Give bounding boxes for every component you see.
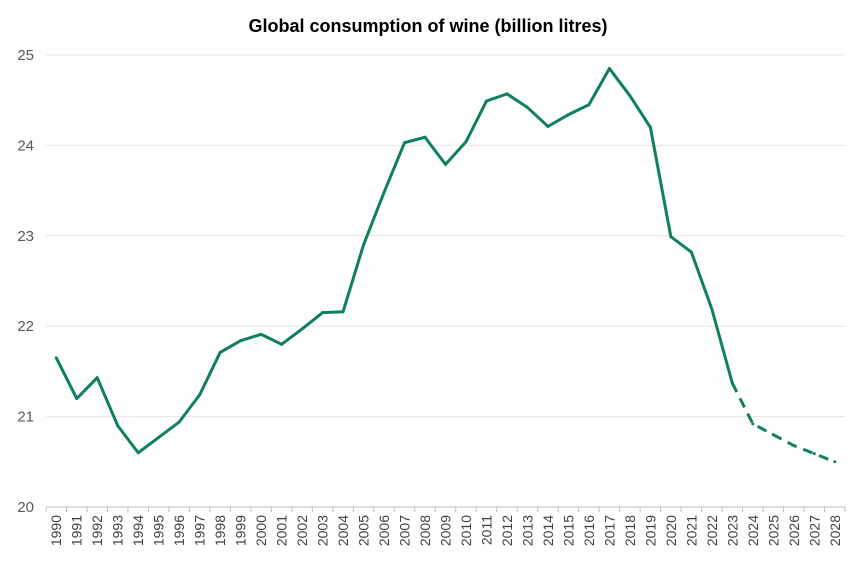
data-point	[566, 113, 570, 117]
data-point	[628, 94, 632, 98]
x-tick-label: 2004	[335, 515, 351, 546]
x-tick-label: 1992	[89, 515, 105, 546]
y-tick-label: 20	[17, 499, 34, 516]
y-tick-label: 25	[17, 47, 34, 64]
data-point	[525, 105, 529, 109]
x-tick-label: 2022	[704, 515, 720, 546]
x-tick-label: 1991	[69, 515, 85, 546]
x-tick-label: 1999	[233, 515, 249, 546]
x-axis: 1990 1991 1992 1993 1994 1995 1996 1997 1998 1999…	[45, 506, 846, 546]
data-point	[136, 451, 140, 455]
x-tick-label: 2012	[499, 515, 515, 546]
y-tick-label: 22	[17, 318, 34, 335]
data-point	[771, 433, 775, 437]
data-point	[812, 452, 816, 456]
data-point	[239, 339, 243, 343]
data-point	[362, 243, 366, 247]
data-point	[751, 422, 755, 426]
x-tick-label: 2016	[581, 515, 597, 546]
x-tick-label: 1990	[48, 515, 64, 546]
x-tick-label: 2010	[458, 515, 474, 546]
x-tick-label: 1995	[151, 515, 167, 546]
data-point	[75, 397, 79, 401]
x-tick-label: 2017	[601, 515, 617, 546]
y-tick-label: 23	[17, 228, 34, 245]
x-tick-label: 1993	[110, 515, 126, 546]
data-point	[730, 381, 734, 385]
x-tick-label: 1996	[171, 515, 187, 546]
data-point	[833, 460, 837, 464]
x-tick-label: 2001	[274, 515, 290, 546]
data-point	[259, 332, 263, 336]
x-tick-label: 1998	[212, 515, 228, 546]
x-tick-label: 1997	[192, 515, 208, 546]
data-point	[464, 140, 468, 144]
data-point	[95, 376, 99, 380]
chart-title: Global consumption of wine (billion litr…	[248, 16, 608, 36]
x-tick-label: 2014	[540, 515, 556, 546]
data-point	[300, 327, 304, 331]
data-point	[587, 103, 591, 107]
x-tick-label: 2019	[642, 515, 658, 546]
x-tick-label: 2002	[294, 515, 310, 546]
data-point	[444, 162, 447, 166]
x-tick-label: 2005	[356, 515, 372, 546]
data-point	[607, 67, 611, 71]
data-point	[505, 92, 509, 96]
data-point	[423, 135, 427, 139]
series-line-actual	[54, 67, 734, 455]
x-tick-label: 2011	[478, 515, 494, 545]
x-tick-label: 2015	[560, 515, 576, 546]
y-tick-label: 24	[17, 137, 34, 154]
data-point	[218, 350, 222, 354]
x-tick-label: 1994	[130, 515, 146, 546]
x-tick-label: 2008	[417, 515, 433, 546]
y-axis: 20 21 22 23 24 25	[17, 47, 34, 516]
gridlines	[46, 54, 845, 418]
data-point	[321, 311, 325, 315]
x-tick-label: 2006	[376, 515, 392, 546]
series-line-forecast	[730, 382, 836, 464]
data-point	[116, 424, 120, 428]
data-point	[546, 124, 550, 128]
x-tick-label: 2023	[724, 515, 740, 546]
data-point	[689, 250, 693, 254]
data-point	[669, 235, 673, 239]
x-tick-label: 2007	[397, 515, 413, 546]
data-point	[403, 141, 407, 145]
data-point	[177, 420, 181, 424]
data-point	[280, 342, 284, 346]
x-tick-label: 2009	[438, 515, 454, 546]
data-point	[198, 393, 202, 397]
data-point	[710, 307, 714, 311]
x-tick-label: 2025	[765, 515, 781, 546]
x-tick-label: 2003	[315, 515, 331, 546]
y-tick-label: 21	[17, 409, 34, 426]
x-tick-label: 2013	[519, 515, 535, 546]
data-point	[484, 99, 488, 103]
x-tick-label: 2024	[745, 515, 761, 546]
data-point	[54, 356, 58, 360]
data-point	[341, 310, 345, 314]
data-point	[648, 125, 652, 129]
x-tick-label: 2018	[622, 515, 638, 546]
x-tick-label: 2021	[683, 515, 699, 546]
data-point	[382, 190, 386, 194]
x-tick-label: 2028	[827, 515, 843, 546]
x-tick-label: 2027	[806, 515, 822, 546]
x-tick-label: 2020	[663, 515, 679, 546]
series-lines	[54, 67, 837, 464]
x-tick-label: 2000	[253, 515, 269, 546]
data-point	[157, 435, 161, 439]
x-tick-label: 2026	[786, 515, 802, 546]
data-point	[792, 444, 796, 448]
